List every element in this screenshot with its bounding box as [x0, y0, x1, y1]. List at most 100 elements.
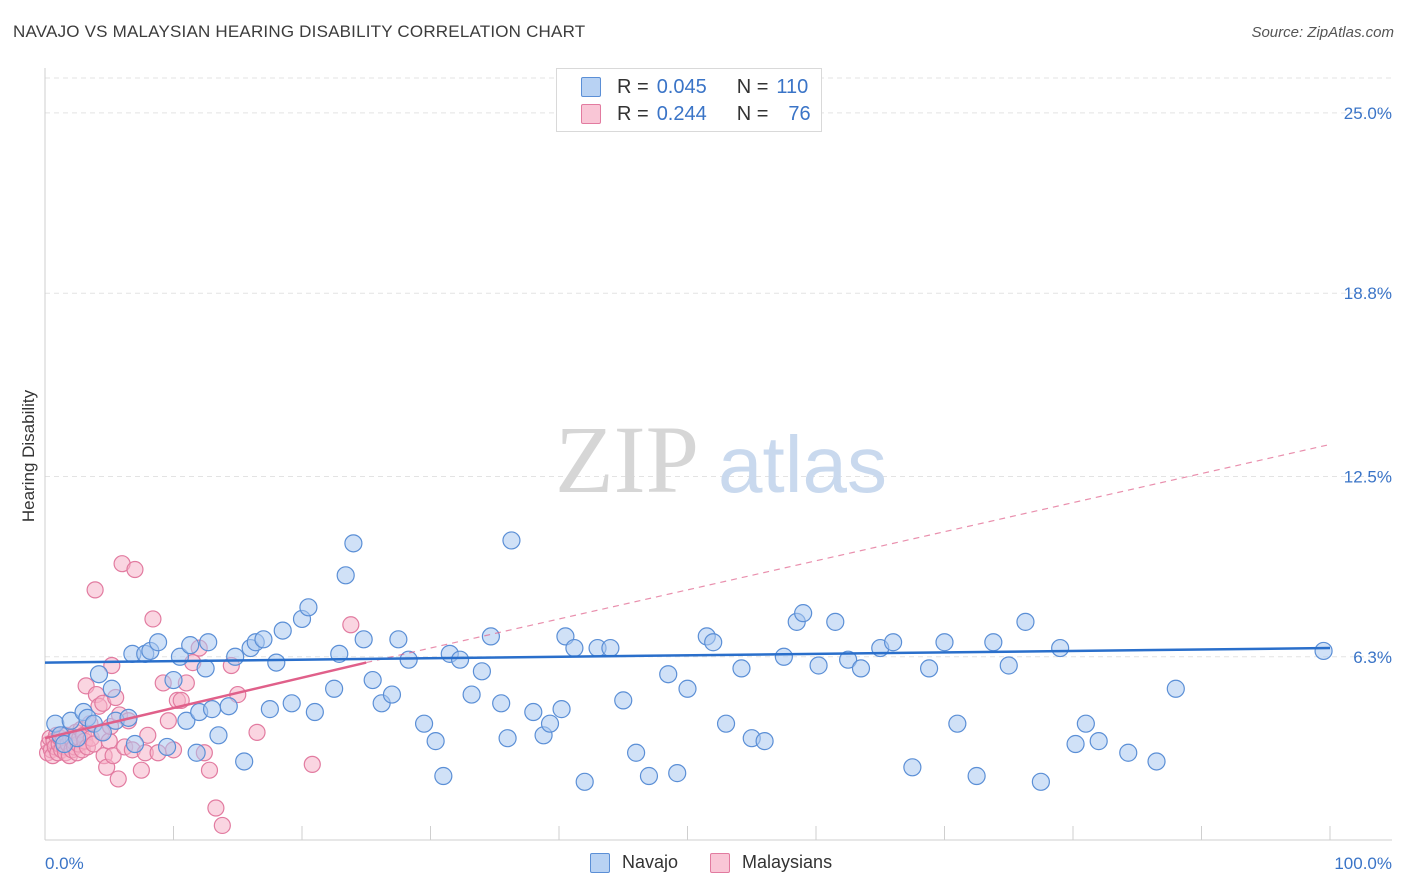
- navajo-point: [565, 638, 584, 658]
- y-tick-label: 25.0%: [1344, 104, 1392, 123]
- legend-r-label: R =: [617, 75, 649, 98]
- navajo-point: [426, 732, 445, 751]
- x-tick-label: 0.0%: [45, 854, 84, 873]
- navajo-point: [363, 670, 382, 690]
- navajo-point: [226, 647, 245, 666]
- navajo-point: [639, 766, 659, 786]
- navajo-point: [282, 694, 301, 713]
- navajo-point: [678, 679, 697, 698]
- navajo-point: [181, 636, 200, 655]
- navajo-point: [1119, 743, 1138, 762]
- y-tick-label: 18.8%: [1344, 284, 1392, 303]
- navajo-point: [774, 647, 793, 666]
- navajo-point: [254, 630, 273, 649]
- navajo-point: [967, 766, 986, 786]
- navajo-point: [668, 764, 687, 783]
- navajo-point: [325, 679, 344, 698]
- grid-lines: [45, 77, 1392, 658]
- malaysians-point: [303, 755, 321, 773]
- malaysians-point: [207, 799, 225, 817]
- axes: [44, 68, 1392, 841]
- legend-n-value: 76: [788, 102, 811, 125]
- navajo-point: [1051, 638, 1070, 658]
- y-tick-label: 6.3%: [1353, 648, 1392, 667]
- navajo-point: [450, 650, 470, 669]
- legend-item-navajo[interactable]: Navajo: [590, 852, 678, 873]
- malaysians-swatch: [710, 852, 731, 873]
- navajo-swatch: [581, 77, 601, 97]
- malaysians-point: [200, 761, 219, 779]
- navajo-point: [1166, 679, 1185, 698]
- navajo-point: [851, 659, 871, 678]
- navajo-point: [794, 604, 813, 623]
- navajo-point: [344, 534, 363, 553]
- y-tick-labels: 6.3% 12.5% 18.8% 25.0%: [1344, 104, 1392, 667]
- navajo-point: [1089, 732, 1108, 751]
- malaysians-point: [86, 581, 104, 599]
- watermark-atlas: atlas: [718, 420, 887, 509]
- correlation-legend: R = 0.045 N = 110 R = 0.244 N = 76: [556, 68, 822, 132]
- legend-n-label: N =: [736, 102, 769, 125]
- navajo-point: [492, 694, 511, 713]
- trend-lines: [44, 443, 1331, 740]
- legend-row-navajo: R = 0.045 N = 110: [581, 75, 808, 99]
- navajo-point: [984, 633, 1003, 652]
- navajo-point: [999, 656, 1018, 675]
- y-axis-label: Hearing Disability: [19, 389, 38, 522]
- legend-navajo-label: Navajo: [622, 852, 679, 872]
- malaysians-point: [248, 723, 266, 741]
- navajo-point: [209, 726, 228, 745]
- navajo-point: [199, 633, 218, 652]
- malaysians-point: [104, 747, 122, 765]
- x-tick-label: 100.0%: [1334, 854, 1392, 873]
- legend-item-malaysians[interactable]: Malaysians: [710, 852, 832, 873]
- navajo-point: [125, 734, 145, 754]
- navajo-point: [575, 772, 594, 791]
- malaysians-trend-line: [44, 661, 367, 740]
- chart-title: NAVAJO VS MALAYSIAN HEARING DISABILITY C…: [13, 22, 586, 41]
- navajo-point: [903, 758, 922, 777]
- navajo-point: [89, 665, 109, 684]
- navajo-point: [540, 714, 560, 733]
- navajo-point: [462, 685, 481, 704]
- malaysians-point: [132, 761, 150, 779]
- navajo-point: [704, 633, 723, 652]
- x-tick-labels: 0.0% 100.0%: [45, 854, 1392, 873]
- navajo-point: [716, 714, 736, 733]
- navajo-point: [935, 633, 954, 652]
- legend-malaysians-label: Malaysians: [742, 852, 833, 872]
- navajo-point: [299, 598, 318, 617]
- navajo-point: [809, 656, 828, 675]
- navajo-point: [434, 766, 453, 786]
- source-label: Source: ZipAtlas.com: [1251, 24, 1394, 41]
- navajo-point: [235, 752, 254, 771]
- navajo-point: [157, 737, 177, 757]
- navajo-point: [502, 531, 521, 550]
- navajo-point: [1147, 752, 1166, 771]
- navajo-point: [354, 630, 373, 649]
- navajo-point: [948, 714, 967, 733]
- navajo-point: [1016, 612, 1035, 631]
- navajo-point: [267, 653, 286, 672]
- navajo-swatch: [590, 852, 610, 873]
- legend-r-value: 0.045: [656, 75, 707, 98]
- navajo-point: [524, 702, 543, 722]
- navajo-point: [102, 679, 121, 698]
- navajo-point: [481, 627, 500, 646]
- navajo-point: [472, 662, 491, 681]
- navajo-point: [659, 665, 678, 684]
- navajo-point: [196, 659, 215, 678]
- navajo-point: [382, 685, 402, 704]
- legend-row-malaysians: R = 0.244 N = 76: [581, 102, 811, 126]
- navajo-point: [164, 670, 183, 690]
- navajo-point: [336, 566, 355, 585]
- navajo-point: [1031, 772, 1050, 791]
- navajo-point: [755, 732, 774, 751]
- navajo-point: [148, 633, 168, 652]
- navajo-point: [498, 729, 517, 748]
- navajo-point: [219, 697, 238, 716]
- malaysians-point: [159, 712, 177, 730]
- y-tick-label: 12.5%: [1344, 467, 1392, 486]
- navajo-point: [732, 659, 751, 678]
